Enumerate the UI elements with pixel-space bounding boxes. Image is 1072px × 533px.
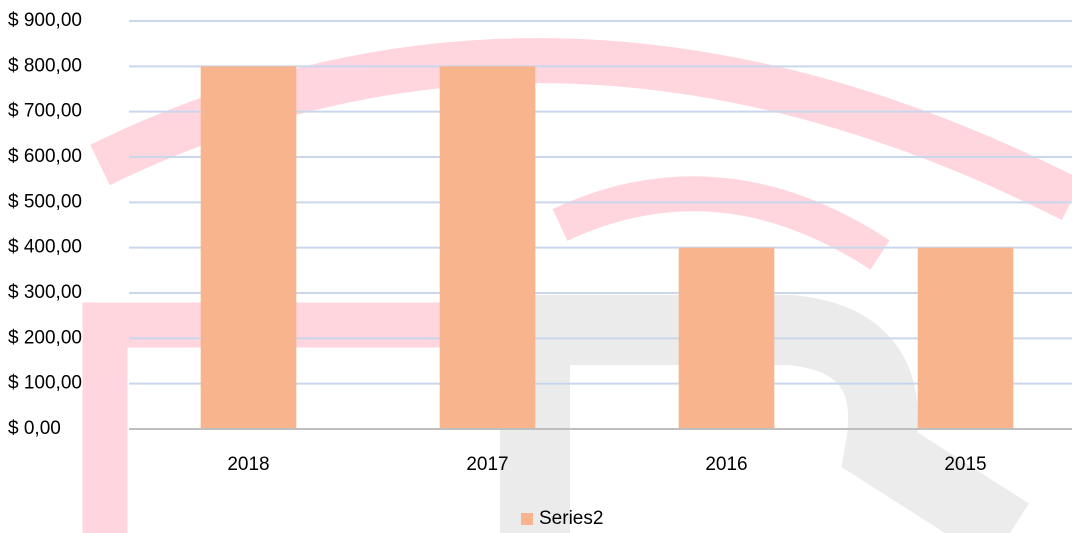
y-tick-label: $ 400,00 [8, 237, 82, 258]
bar [678, 247, 775, 429]
y-tick-label: $ 100,00 [8, 373, 82, 394]
y-tick-label: $ 0,00 [8, 418, 61, 439]
x-tick-label: 2015 [944, 454, 986, 475]
bar [439, 66, 536, 429]
x-tick-label: 2017 [466, 454, 508, 475]
legend-swatch [521, 513, 533, 525]
y-tick-label: $ 600,00 [8, 146, 82, 167]
y-tick-label: $ 200,00 [8, 327, 82, 348]
y-tick-label: $ 700,00 [8, 101, 82, 122]
x-tick-label: 2018 [227, 454, 269, 475]
bar [917, 247, 1014, 429]
bar [200, 66, 297, 429]
y-tick-label: $ 500,00 [8, 191, 82, 212]
y-tick-label: $ 300,00 [8, 282, 82, 303]
x-tick-label: 2016 [705, 454, 747, 475]
y-tick-label: $ 900,00 [8, 10, 82, 31]
legend-label: Series2 [539, 508, 603, 529]
y-tick-label: $ 800,00 [8, 55, 82, 76]
